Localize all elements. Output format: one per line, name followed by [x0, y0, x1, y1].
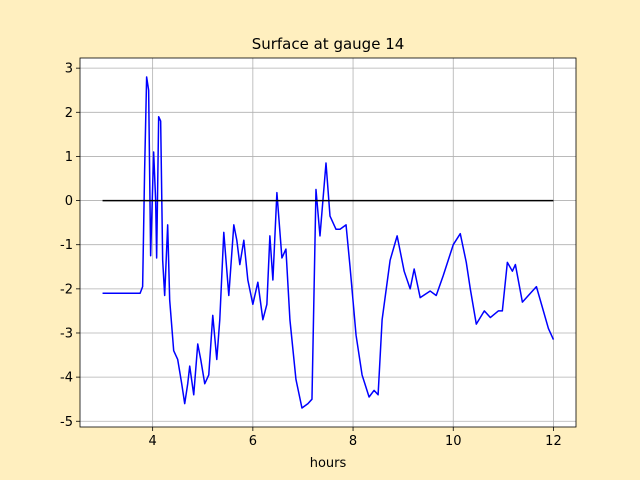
y-tick-label: -1	[60, 238, 73, 253]
lines	[102, 76, 555, 409]
plot-area	[80, 58, 576, 427]
line-series	[102, 76, 555, 409]
y-tick-label: 0	[65, 194, 73, 209]
axes-frame	[79, 57, 577, 428]
y-tick-label: 1	[65, 150, 73, 165]
chart-title: Surface at gauge 14	[252, 35, 405, 53]
x-tick-label: 4	[149, 434, 157, 449]
x-tick-label: 10	[445, 434, 462, 449]
y-tick-label: 2	[65, 106, 73, 121]
y-tick-label: -5	[60, 415, 73, 430]
x-axis-label: hours	[310, 456, 347, 471]
y-tick-label: 3	[65, 62, 73, 77]
x-tick-label: 8	[349, 434, 357, 449]
x-tick-label: 6	[249, 434, 257, 449]
y-tick-label: -3	[60, 326, 73, 341]
y-tick-label: -2	[60, 282, 73, 297]
y-tick-label: -4	[60, 371, 73, 386]
x-tick-label: 12	[545, 434, 562, 449]
